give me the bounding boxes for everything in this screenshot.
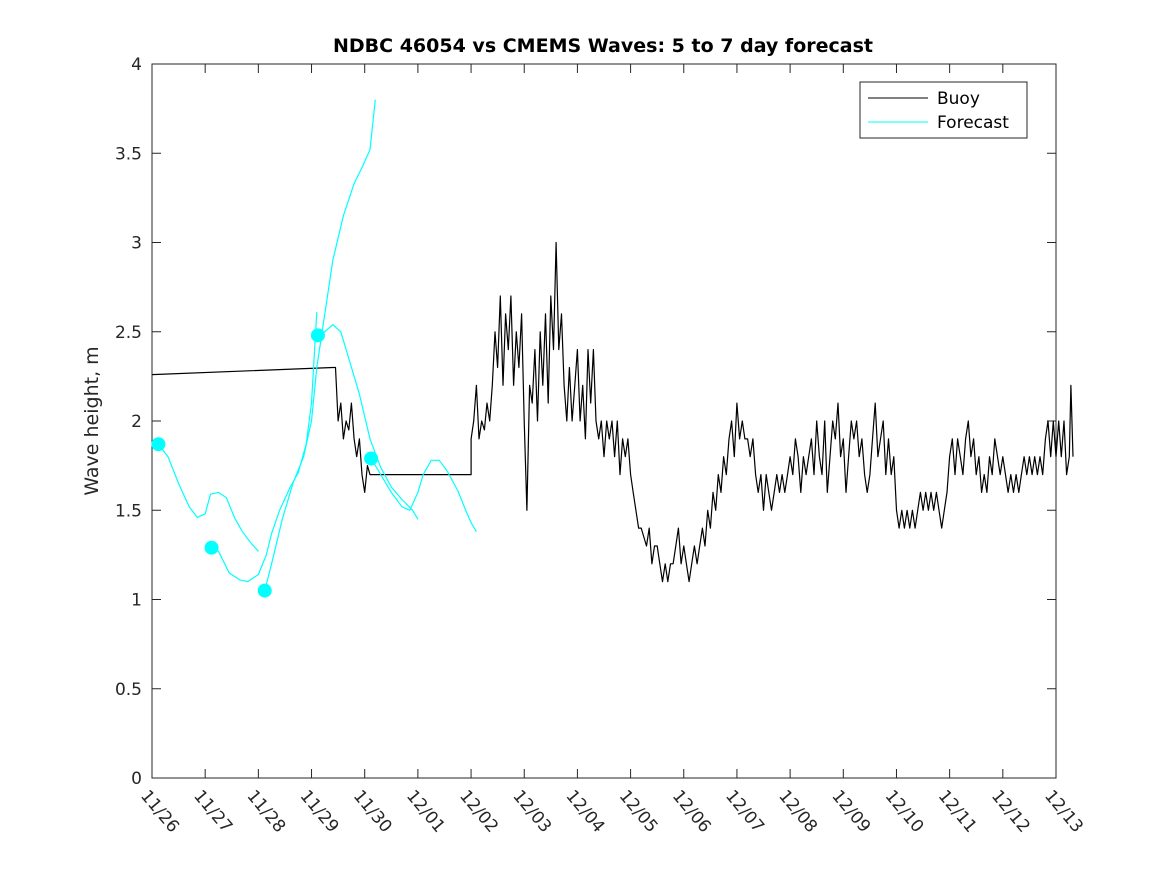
forecast-start-marker	[204, 540, 219, 555]
y-axis-label: Wave height, m	[81, 346, 103, 495]
forecast-series-line	[317, 324, 419, 520]
marker-layer	[151, 328, 379, 598]
chart-title: NDBC 46054 vs CMEMS Waves: 5 to 7 day fo…	[333, 35, 873, 57]
y-tick-label: 0	[131, 769, 142, 789]
forecast-start-marker	[364, 451, 379, 466]
forecast-start-marker	[310, 328, 325, 343]
legend-buoy-label: Buoy	[937, 89, 980, 109]
buoy-series-line	[151, 241, 1074, 583]
legend-box	[859, 81, 1028, 139]
y-tick-label: 3	[131, 234, 142, 254]
y-tick-label: 0.5	[115, 680, 142, 700]
y-tick-label: 1.5	[115, 501, 142, 521]
forecast-start-marker	[151, 437, 166, 452]
plot-area: 11/26 11/27 11/28 11/29 11/30 12/01 12/02 12/03…	[115, 55, 1087, 837]
y-axis: 0 0.5 1 1.5 2 2.5 3 3.5 4	[115, 55, 1056, 789]
legend: Buoy Forecast	[859, 81, 1028, 139]
legend-forecast-label: Forecast	[937, 113, 1009, 133]
forecast-series-line	[370, 458, 477, 533]
y-tick-label: 3.5	[115, 144, 142, 164]
y-tick-label: 1	[131, 591, 142, 611]
axes-box	[151, 63, 1057, 779]
forecast-series-line	[157, 443, 259, 552]
forecast-start-marker	[257, 583, 272, 598]
y-tick-label: 4	[131, 55, 142, 75]
y-tick-label: 2	[131, 412, 142, 432]
y-tick-label: 2.5	[115, 323, 142, 343]
